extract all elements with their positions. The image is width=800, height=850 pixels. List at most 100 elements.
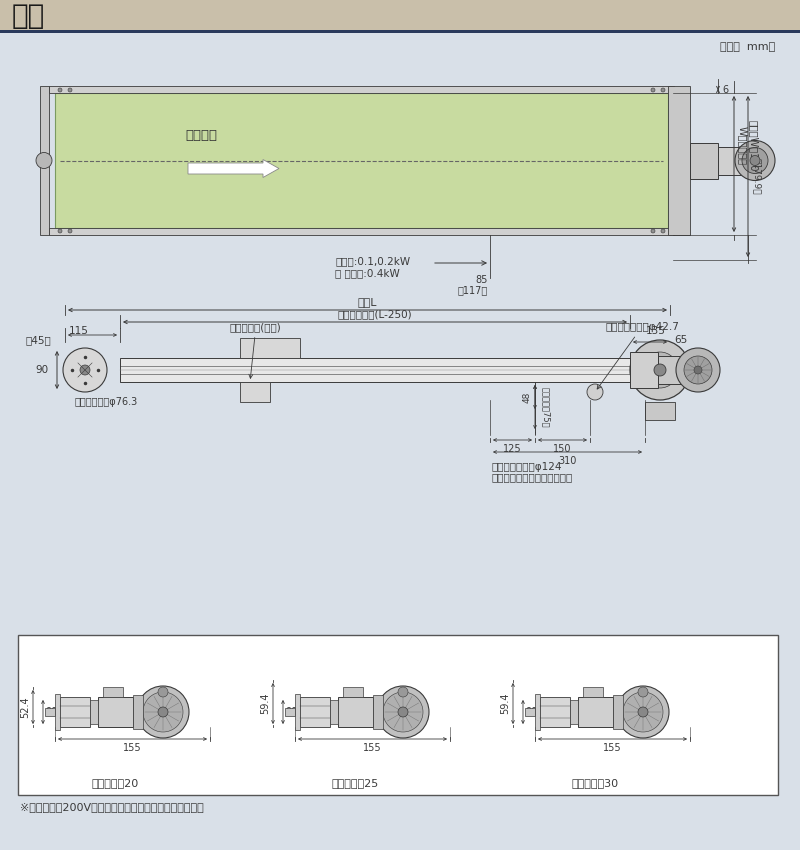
- Text: 155: 155: [362, 743, 382, 753]
- Text: （配線含め75）: （配線含め75）: [541, 387, 550, 428]
- Bar: [60, 697, 90, 727]
- Bar: [535, 694, 540, 730]
- Circle shape: [638, 707, 648, 717]
- Bar: [103, 687, 123, 697]
- Bar: [300, 697, 330, 727]
- Bar: [18, 635, 778, 795]
- Circle shape: [694, 366, 702, 374]
- Text: 150: 150: [554, 444, 572, 454]
- Circle shape: [383, 692, 423, 732]
- Circle shape: [36, 152, 52, 168]
- Bar: [583, 687, 603, 697]
- Circle shape: [630, 340, 690, 400]
- Text: スナップローラφ42.7: スナップローラφ42.7: [597, 322, 679, 389]
- Bar: [49, 228, 674, 235]
- Bar: [570, 700, 578, 724]
- Circle shape: [68, 88, 72, 92]
- Bar: [540, 697, 570, 727]
- Text: 85: 85: [476, 275, 488, 285]
- Circle shape: [158, 687, 168, 697]
- Text: （45）: （45）: [26, 335, 51, 345]
- Circle shape: [398, 707, 408, 717]
- Text: 90: 90: [285, 707, 298, 717]
- Bar: [668, 86, 690, 235]
- Circle shape: [735, 140, 775, 180]
- Bar: [285, 708, 295, 716]
- Bar: [133, 695, 143, 729]
- Bar: [90, 700, 98, 724]
- Text: ※定速は三相200V（モータ端子渡し）のみとなります。: ※定速は三相200V（モータ端子渡し）のみとなります。: [20, 802, 204, 812]
- Bar: [240, 382, 270, 402]
- Text: 機幅＝W＋100: 機幅＝W＋100: [748, 120, 758, 171]
- Bar: [120, 358, 630, 382]
- Text: 310: 310: [558, 456, 577, 466]
- Circle shape: [676, 348, 720, 392]
- Circle shape: [58, 88, 62, 92]
- Text: モータ枠番25: モータ枠番25: [331, 778, 378, 788]
- Circle shape: [651, 88, 655, 92]
- Text: 125: 125: [503, 444, 522, 454]
- Text: テールローラφ76.3: テールローラφ76.3: [75, 397, 138, 407]
- Text: モータ枠番30: モータ枠番30: [571, 778, 618, 788]
- Text: 進行方向: 進行方向: [185, 129, 217, 142]
- Bar: [49, 86, 674, 93]
- Text: 59.4: 59.4: [500, 693, 510, 714]
- Text: 正寸法:0.1,0.2kW: 正寸法:0.1,0.2kW: [335, 256, 410, 266]
- Bar: [330, 700, 338, 724]
- Bar: [343, 687, 363, 697]
- Circle shape: [651, 229, 655, 233]
- Text: 90: 90: [45, 707, 58, 717]
- Bar: [578, 697, 613, 727]
- Circle shape: [63, 348, 107, 392]
- Circle shape: [742, 148, 768, 173]
- Text: （単位  mm）: （単位 mm）: [720, 42, 775, 52]
- Bar: [658, 356, 686, 384]
- Text: 図面: 図面: [12, 2, 46, 30]
- Circle shape: [587, 384, 603, 400]
- Text: ドライブプーリφ124: ドライブプーリφ124: [492, 462, 562, 472]
- Text: 155: 155: [122, 743, 142, 753]
- Text: 48: 48: [523, 391, 532, 403]
- Bar: [338, 697, 373, 727]
- Text: 機長L: 機長L: [358, 297, 378, 307]
- Bar: [45, 708, 55, 716]
- Bar: [690, 143, 718, 178]
- Bar: [630, 352, 658, 388]
- Bar: [40, 86, 49, 235]
- Circle shape: [58, 229, 62, 233]
- Bar: [55, 694, 60, 730]
- Text: 90: 90: [36, 365, 49, 375]
- Bar: [240, 338, 300, 358]
- Circle shape: [617, 686, 669, 738]
- Circle shape: [137, 686, 189, 738]
- Text: （ ）寸法:0.4kW: （ ）寸法:0.4kW: [335, 268, 400, 278]
- Text: 115: 115: [69, 326, 89, 336]
- Text: 52.4: 52.4: [20, 696, 30, 717]
- Text: フレーム寸法(L-250): フレーム寸法(L-250): [338, 309, 412, 319]
- Circle shape: [143, 692, 183, 732]
- Circle shape: [642, 352, 678, 388]
- Text: 6: 6: [722, 85, 728, 95]
- Bar: [98, 697, 133, 727]
- Circle shape: [684, 356, 712, 384]
- Text: 59.4: 59.4: [260, 693, 270, 714]
- Circle shape: [661, 88, 665, 92]
- Bar: [718, 146, 743, 174]
- Circle shape: [80, 365, 90, 375]
- FancyArrow shape: [188, 160, 279, 178]
- Text: 155: 155: [602, 743, 622, 753]
- Circle shape: [68, 229, 72, 233]
- Text: （117）: （117）: [458, 285, 488, 295]
- Text: モータ枠番20: モータ枠番20: [91, 778, 138, 788]
- Text: インバータ(変速): インバータ(変速): [230, 322, 282, 378]
- Circle shape: [377, 686, 429, 738]
- Text: （179.9）: （179.9）: [752, 158, 761, 195]
- Circle shape: [661, 229, 665, 233]
- Circle shape: [750, 156, 760, 166]
- Text: 65: 65: [674, 335, 687, 345]
- Circle shape: [398, 687, 408, 697]
- Circle shape: [623, 692, 663, 732]
- Bar: [525, 708, 535, 716]
- Text: W＝ベルト幅: W＝ベルト幅: [738, 126, 748, 165]
- Bar: [55, 93, 668, 228]
